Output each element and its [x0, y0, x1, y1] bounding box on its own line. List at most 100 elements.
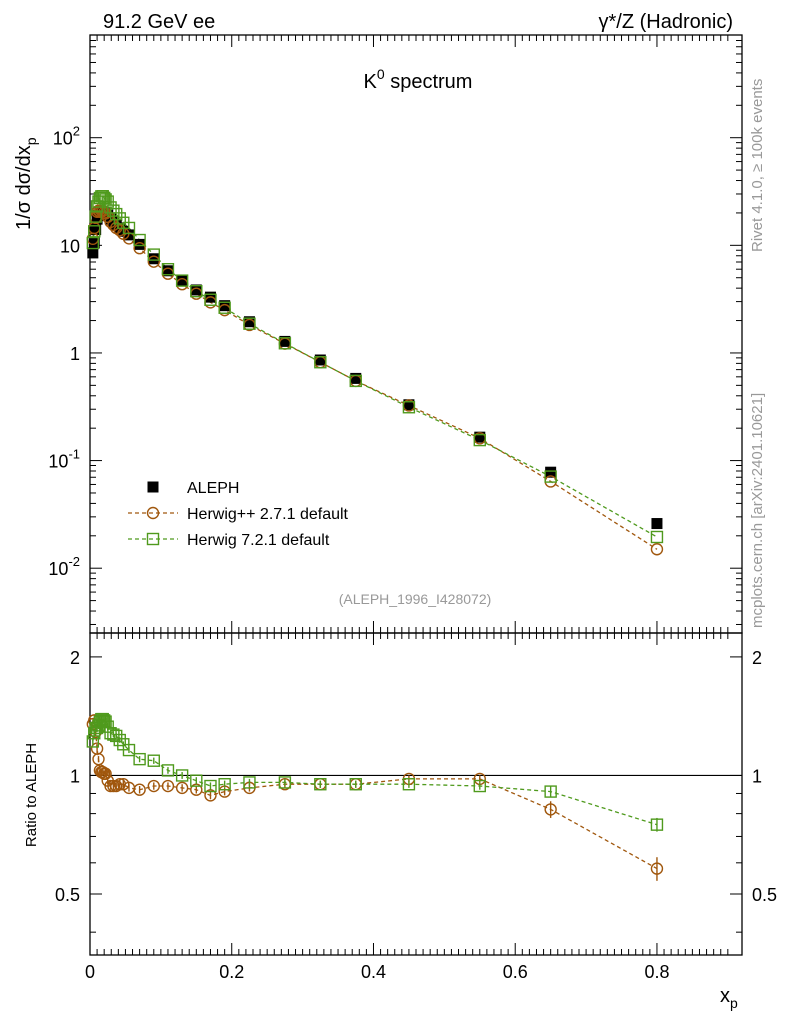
data-point-0-19 — [162, 265, 174, 277]
ratio-line-1 — [92, 718, 658, 826]
data-point-2-21 — [190, 284, 203, 298]
data-point-2-24 — [243, 317, 256, 330]
ratio-point-0-18 — [147, 779, 160, 793]
ratio-point-1-22 — [204, 779, 217, 793]
series-line-2 — [92, 195, 658, 538]
data-point-2-17 — [133, 233, 146, 247]
ratio-point-1-31 — [650, 818, 664, 831]
ratio-point-1-23 — [218, 778, 231, 791]
ratio-tick-label-right: 2 — [752, 648, 762, 668]
ratio-point-1-25 — [278, 776, 292, 789]
data-point-2-2 — [89, 210, 102, 223]
ratio-point-1-20 — [175, 769, 189, 782]
legend-marker-0 — [147, 481, 159, 493]
ratio-point-1-30 — [544, 785, 557, 798]
data-point-0-0 — [87, 247, 99, 259]
data-point-2-14 — [113, 212, 126, 225]
data-point-1-31 — [650, 543, 664, 556]
data-point-0-23 — [219, 300, 231, 312]
data-point-2-25 — [278, 337, 292, 350]
data-point-1-17 — [133, 242, 146, 255]
data-point-2-1 — [88, 225, 101, 238]
x-axis-label: xp — [720, 985, 738, 1011]
data-point-2-22 — [204, 293, 217, 306]
ratio-point-1-19 — [161, 764, 175, 777]
ratio-point-0-30 — [544, 803, 557, 816]
x-tick-label: 0.4 — [361, 962, 386, 982]
data-point-0-20 — [176, 275, 188, 287]
data-point-2-16 — [122, 221, 136, 235]
data-point-0-18 — [148, 253, 160, 265]
data-point-0-24 — [243, 316, 255, 328]
ratio-point-1-16 — [122, 743, 136, 757]
ratio-point-0-22 — [204, 789, 217, 802]
data-point-0-1 — [88, 237, 100, 249]
data-point-2-18 — [147, 248, 160, 261]
x-tick-label: 0.8 — [644, 962, 669, 982]
data-points — [86, 190, 664, 881]
data-point-0-27 — [350, 372, 362, 384]
series-lines — [92, 195, 658, 870]
ratio-point-0-31 — [650, 862, 664, 875]
axis-ticks: 0 0.2 0.4 0.6 0.8 10-2 10-1 1 10 102 0.5 0.5 1 1 2 2 — [48, 34, 777, 982]
data-point-2-12 — [107, 204, 120, 217]
y-axis-label: 1/σ dσ/dxp — [13, 137, 39, 230]
header-right: γ*/Z (Hadronic) — [599, 11, 733, 33]
legend-marker-1 — [146, 506, 160, 520]
legend-label-0: ALEPH — [187, 480, 239, 497]
ratio-plot-frame — [89, 632, 743, 956]
y-tick-label: 102 — [53, 124, 80, 149]
ratio-point-1-28 — [402, 778, 416, 791]
ratio-point-0-17 — [133, 783, 146, 796]
ratio-point-1-17 — [133, 752, 146, 766]
series-line-1 — [92, 209, 658, 550]
data-point-2-20 — [175, 274, 189, 287]
ratio-point-1-27 — [349, 778, 362, 791]
ratio-tick-label: 2 — [70, 648, 80, 668]
data-point-2-23 — [218, 301, 231, 314]
data-point-0-31 — [651, 518, 663, 530]
y-tick-label: 10 — [60, 236, 80, 256]
ratio-tick-label: 0.5 — [55, 885, 80, 905]
data-point-0-29 — [474, 431, 486, 443]
plot-title: K0 spectrum — [364, 66, 473, 93]
data-point-1-14 — [113, 224, 126, 237]
data-point-2-30 — [544, 470, 557, 483]
data-point-2-31 — [650, 530, 664, 544]
legend-marker-2 — [146, 532, 160, 546]
ratio-point-1-13 — [110, 729, 123, 743]
data-point-2-26 — [314, 356, 327, 369]
data-point-2-8 — [97, 191, 111, 205]
ratio-point-1-8 — [97, 714, 111, 727]
y-tick-label: 10-2 — [48, 554, 80, 579]
ratio-point-1-26 — [314, 778, 327, 791]
x-tick-label: 0 — [85, 962, 95, 982]
ratio-point-1-14 — [113, 733, 126, 747]
ratio-point-0-9 — [99, 767, 112, 780]
ratio-point-0-19 — [161, 779, 175, 793]
data-point-2-19 — [161, 263, 175, 276]
ratio-tick-label: 1 — [70, 766, 80, 786]
x-tick-label: 0.6 — [503, 962, 528, 982]
data-point-0-26 — [314, 354, 326, 366]
ratio-point-1-18 — [147, 754, 160, 767]
x-tick-label: 0.2 — [219, 962, 244, 982]
legend-label-1: Herwig++ 2.7.1 default — [187, 506, 349, 523]
ratio-point-1-0 — [86, 735, 100, 748]
data-point-1-18 — [147, 255, 160, 268]
rivet-version-label: Rivet 4.1.0, ≥ 100k events — [749, 79, 766, 252]
data-point-0-17 — [134, 238, 146, 250]
ratio-line-0 — [92, 717, 658, 870]
ratio-tick-label-right: 0.5 — [752, 885, 777, 905]
data-point-0-28 — [403, 399, 415, 411]
mcplots-label: mcplots.cern.ch [arXiv:2401.10621] — [749, 393, 766, 628]
data-point-0-25 — [279, 335, 291, 347]
data-point-2-28 — [402, 401, 416, 414]
data-point-0-30 — [545, 466, 557, 478]
data-point-2-29 — [473, 433, 486, 447]
analysis-reference: (ALEPH_1996_I428072) — [339, 591, 492, 607]
data-point-0-2 — [90, 224, 102, 236]
y-tick-label: 10-1 — [48, 447, 80, 472]
header-left: 91.2 GeV ee — [103, 11, 215, 33]
